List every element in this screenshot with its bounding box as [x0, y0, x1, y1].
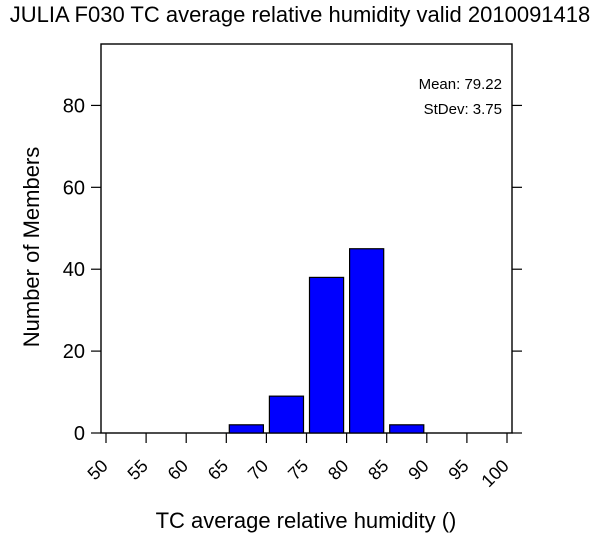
y-tick-label: 60 [63, 177, 85, 199]
x-tick-label: 90 [404, 456, 432, 484]
x-tick-label: 55 [124, 456, 152, 484]
x-tick-label: 60 [164, 456, 192, 484]
x-tick-label: 100 [477, 456, 512, 491]
y-tick-label: 40 [63, 259, 85, 281]
histogram-bar [349, 248, 385, 434]
x-axis-label: TC average relative humidity () [156, 508, 457, 533]
x-tick-label: 70 [244, 456, 272, 484]
histogram-bar [268, 395, 305, 434]
y-axis-label: Number of Members [19, 147, 44, 348]
y-tick-label: 80 [63, 95, 85, 117]
stdev-annotation: StDev: 3.75 [424, 101, 502, 118]
chart-title: JULIA F030 TC average relative humidity … [10, 2, 591, 27]
histogram-bars [228, 248, 425, 434]
x-tick-label: 50 [84, 456, 112, 484]
x-axis: 50 55 60 65 70 75 80 85 90 95 100 [84, 433, 513, 491]
histogram-bar [389, 424, 425, 434]
mean-annotation: Mean: 79.22 [419, 76, 502, 93]
y-axis-right-ticks [512, 104, 522, 434]
x-tick-label: 95 [444, 456, 472, 484]
x-tick-label: 75 [284, 456, 312, 484]
histogram-bar [308, 276, 345, 434]
x-tick-label: 80 [324, 456, 352, 484]
y-tick-label: 0 [74, 423, 85, 445]
y-axis: 0 20 40 60 80 [63, 95, 101, 445]
y-tick-label: 20 [63, 341, 85, 363]
x-tick-label: 85 [364, 456, 392, 484]
histogram-bar [228, 424, 265, 434]
x-tick-label: 65 [204, 456, 232, 484]
